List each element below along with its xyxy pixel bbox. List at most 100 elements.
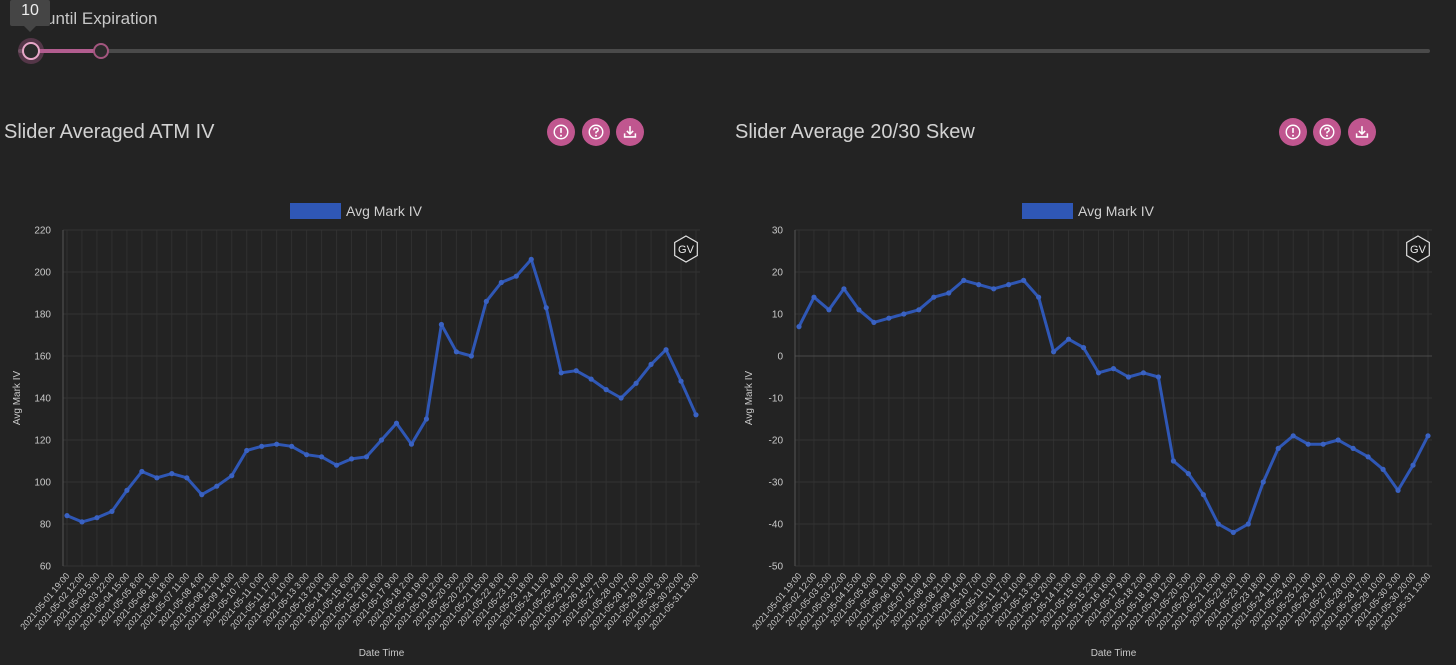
help-button[interactable] [1313,118,1341,146]
data-point [1215,521,1221,527]
data-point [109,508,115,514]
download-button[interactable] [616,118,644,146]
data-point [94,515,100,521]
help-icon [588,124,604,140]
x-axis-title: Date Time [359,648,405,659]
data-point [139,468,145,475]
gv-badge-text: GV [678,244,695,256]
help-icon [1319,124,1335,140]
data-point [543,305,549,311]
data-point [363,454,370,460]
data-point [633,380,639,386]
data-point [169,471,175,477]
gv-badge-hexagon [1406,235,1430,263]
data-point [1365,454,1371,460]
data-point [1425,433,1431,439]
data-point [1140,370,1147,376]
data-point [663,347,669,353]
y-tick-label: 180 [34,310,51,321]
download-button[interactable] [1348,118,1376,146]
y-tick-label: 80 [40,520,52,531]
data-point [1230,529,1236,536]
data-point [1006,282,1012,288]
y-axis-title: Avg Mark IV [12,371,23,426]
info-button[interactable] [1279,118,1307,146]
data-point [1080,345,1087,351]
data-point [678,378,684,384]
legend-swatch[interactable] [1022,203,1073,219]
data-point [528,256,534,262]
data-point [603,387,609,393]
y-tick-label: 0 [777,352,783,363]
y-tick-label: 100 [34,478,51,489]
slider-thumb-min[interactable] [22,42,40,60]
data-point [946,290,952,296]
data-point [259,443,265,449]
data-point [289,443,295,449]
data-point [318,454,325,460]
data-point [468,353,474,359]
y-tick-label: -30 [769,478,784,489]
data-point [333,462,340,468]
info-button[interactable] [547,118,575,146]
data-point [199,492,205,498]
data-point [498,279,504,286]
y-tick-label: 160 [34,352,51,363]
y-tick-label: 30 [772,226,784,237]
y-tick-label: -20 [769,436,784,447]
y-tick-label: -10 [769,394,784,405]
y-tick-label: 120 [34,436,51,447]
data-point [588,376,594,382]
legend-swatch[interactable] [290,203,341,219]
data-point [871,319,877,325]
data-point [976,282,982,288]
data-point [1245,521,1251,527]
data-point [991,286,997,292]
legend-label[interactable]: Avg Mark IV [1078,203,1154,219]
data-point [1320,441,1326,447]
data-point [348,456,355,462]
y-tick-label: 60 [40,562,52,573]
data-point [1380,466,1386,472]
data-point [886,315,892,321]
data-point [1200,492,1206,498]
data-point [1260,479,1266,485]
slider-tooltip: 10 [10,0,50,32]
slider-thumb-max[interactable] [93,43,109,59]
panel-title-atm-iv: Slider Averaged ATM IV [4,121,215,143]
data-point [393,420,400,426]
slider-track[interactable] [18,49,1430,53]
download-icon [623,126,637,138]
data-point [408,441,415,447]
help-button[interactable] [582,118,610,146]
data-point [961,277,967,283]
data-point [274,441,280,447]
gv-badge-icon: GV [1406,235,1430,263]
data-point [1185,471,1191,477]
data-point [796,324,802,330]
data-point [573,368,579,374]
data-point [483,298,489,304]
data-point [811,294,817,300]
data-point [826,307,832,313]
data-point [453,349,459,355]
legend-label[interactable]: Avg Mark IV [346,203,422,219]
data-point [244,447,250,454]
data-point [214,483,220,489]
y-tick-label: 140 [34,394,51,405]
y-tick-label: -40 [769,520,784,531]
x-axis-title: Date Time [1091,648,1137,659]
data-point [901,311,907,317]
data-point [1036,294,1042,300]
data-point [1275,445,1281,451]
data-point [693,412,699,418]
y-tick-label: 10 [772,310,784,321]
data-point [1290,433,1296,439]
data-point [1050,349,1057,355]
data-point [1395,487,1401,493]
slider-range-fill [31,49,101,53]
data-point [1410,462,1416,468]
data-point [304,452,310,458]
download-icon [1355,126,1369,138]
